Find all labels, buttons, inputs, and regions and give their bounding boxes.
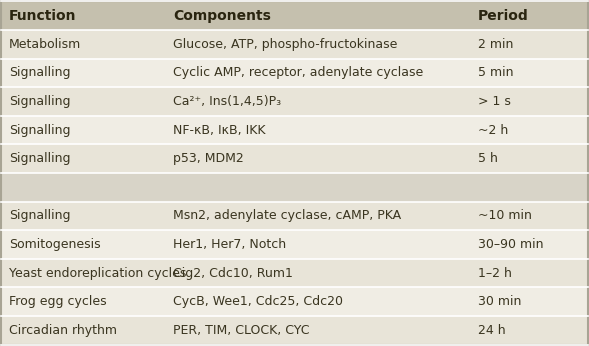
Text: Circadian rhythm: Circadian rhythm	[9, 324, 117, 337]
Text: Ca²⁺, Ins(1,4,5)P₃: Ca²⁺, Ins(1,4,5)P₃	[173, 95, 282, 108]
Text: Signalling: Signalling	[9, 95, 71, 108]
Text: Signalling: Signalling	[9, 124, 71, 137]
Bar	[1, 87, 588, 116]
Text: Signalling: Signalling	[9, 66, 71, 79]
Bar	[1, 288, 588, 316]
Text: Cig2, Cdc10, Rum1: Cig2, Cdc10, Rum1	[173, 267, 293, 280]
Text: Cyclic AMP, receptor, adenylate cyclase: Cyclic AMP, receptor, adenylate cyclase	[173, 66, 423, 79]
Text: Somitogenesis: Somitogenesis	[9, 238, 101, 251]
Bar	[1, 316, 588, 345]
Text: PER, TIM, CLOCK, CYC: PER, TIM, CLOCK, CYC	[173, 324, 310, 337]
Text: 2 min: 2 min	[478, 38, 514, 51]
Bar	[1, 30, 588, 58]
Text: ~2 h: ~2 h	[478, 124, 508, 137]
Text: Her1, Her7, Notch: Her1, Her7, Notch	[173, 238, 286, 251]
Text: Components: Components	[173, 9, 271, 23]
Bar	[1, 58, 588, 87]
Bar	[1, 116, 588, 144]
Text: > 1 s: > 1 s	[478, 95, 511, 108]
Text: Signalling: Signalling	[9, 209, 71, 222]
Bar	[1, 144, 588, 173]
Text: Metabolism: Metabolism	[9, 38, 81, 51]
Text: Frog egg cycles: Frog egg cycles	[9, 295, 107, 308]
Text: 5 min: 5 min	[478, 66, 514, 79]
Text: ~10 min: ~10 min	[478, 209, 532, 222]
Bar	[1, 1, 588, 30]
Text: CycB, Wee1, Cdc25, Cdc20: CycB, Wee1, Cdc25, Cdc20	[173, 295, 343, 308]
Text: Function: Function	[9, 9, 77, 23]
Bar	[1, 202, 588, 230]
Text: 30 min: 30 min	[478, 295, 521, 308]
Text: Msn2, adenylate cyclase, cAMP, PKA: Msn2, adenylate cyclase, cAMP, PKA	[173, 209, 401, 222]
Text: 24 h: 24 h	[478, 324, 505, 337]
Text: Signalling: Signalling	[9, 152, 71, 165]
Text: 30–90 min: 30–90 min	[478, 238, 544, 251]
Text: Yeast endoreplication cycles: Yeast endoreplication cycles	[9, 267, 186, 280]
Text: p53, MDM2: p53, MDM2	[173, 152, 244, 165]
Text: NF-κB, IκB, IKK: NF-κB, IκB, IKK	[173, 124, 266, 137]
Text: 1–2 h: 1–2 h	[478, 267, 512, 280]
Text: Glucose, ATP, phospho-fructokinase: Glucose, ATP, phospho-fructokinase	[173, 38, 398, 51]
Text: 5 h: 5 h	[478, 152, 498, 165]
Bar	[1, 230, 588, 259]
Text: Period: Period	[478, 9, 529, 23]
Bar	[1, 259, 588, 288]
Bar	[1, 173, 588, 202]
